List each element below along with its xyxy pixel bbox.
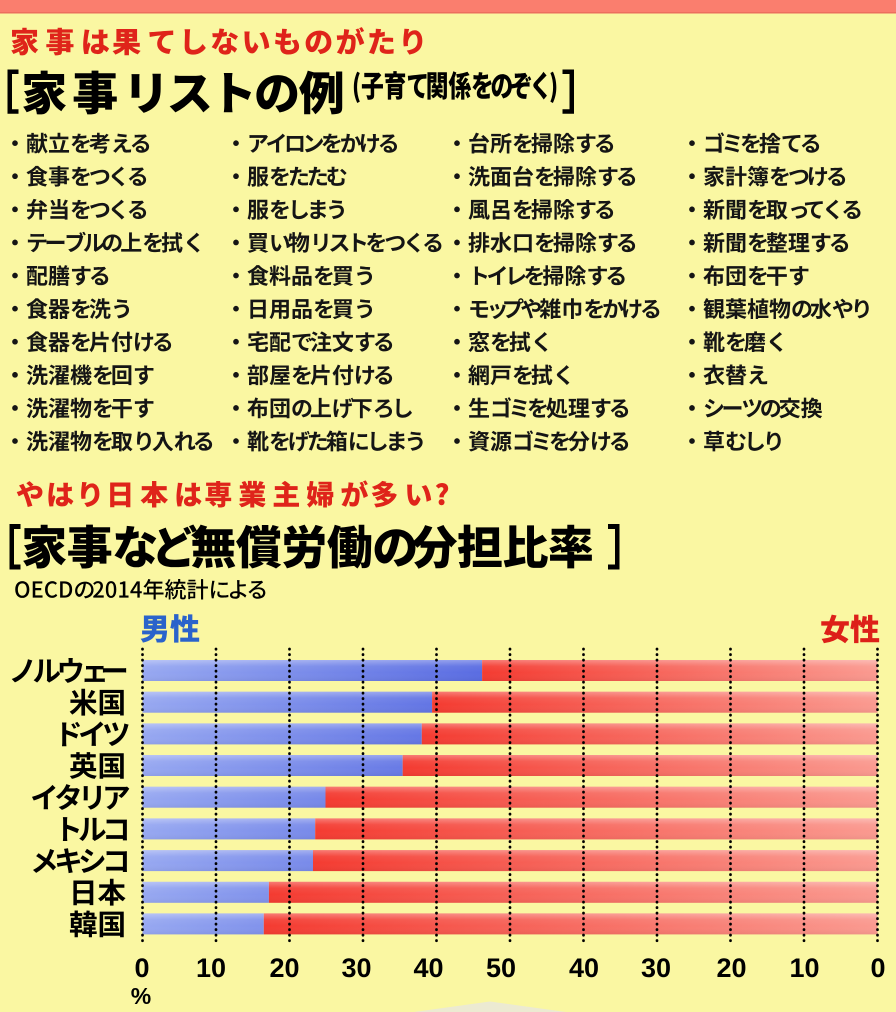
svg-text:50: 50 [486, 953, 516, 983]
svg-text:0: 0 [134, 953, 149, 983]
svg-text:10: 10 [196, 953, 226, 983]
svg-text:10: 10 [789, 953, 819, 983]
svg-text:%: % [131, 983, 151, 1009]
svg-text:20: 20 [269, 953, 299, 983]
svg-text:30: 30 [641, 953, 671, 983]
svg-text:20: 20 [716, 953, 746, 983]
svg-text:40: 40 [413, 953, 443, 983]
svg-text:30: 30 [341, 953, 371, 983]
svg-text:0: 0 [870, 953, 885, 983]
svg-text:40: 40 [569, 953, 599, 983]
